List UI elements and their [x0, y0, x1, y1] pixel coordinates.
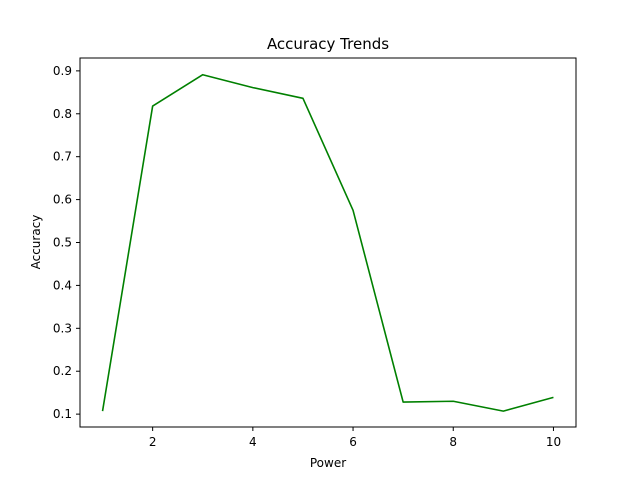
y-tick-label: 0.7 — [53, 150, 72, 164]
x-tick-label: 4 — [249, 435, 257, 449]
y-tick-label: 0.5 — [53, 236, 72, 250]
y-axis: 0.1 0.2 0.3 0.4 0.5 0.6 0.7 0.8 0.9 — [53, 64, 80, 421]
series-layer — [101, 73, 554, 412]
y-tick-label: 0.9 — [53, 64, 72, 78]
y-tick-label: 0.6 — [53, 193, 72, 207]
chart-title: Accuracy Trends — [267, 35, 389, 53]
x-tick-label: 2 — [149, 435, 157, 449]
y-axis-label: Accuracy — [29, 215, 43, 270]
y-tick-label: 0.2 — [53, 364, 72, 378]
series-line — [101, 73, 554, 412]
y-tick-label: 0.1 — [53, 407, 72, 421]
x-axis: 2 4 6 8 10 — [149, 427, 561, 449]
x-axis-label: Power — [310, 456, 346, 470]
y-tick-label: 0.3 — [53, 321, 72, 335]
x-tick-label: 10 — [546, 435, 561, 449]
x-tick-label: 6 — [349, 435, 357, 449]
y-tick-label: 0.4 — [53, 278, 72, 292]
x-tick-label: 8 — [449, 435, 457, 449]
plot-area: 2 4 6 8 10 0.1 0.2 0.3 0.4 0.5 0.6 0.7 0.8 0.9 — [53, 57, 577, 449]
y-tick-label: 0.8 — [53, 107, 72, 121]
